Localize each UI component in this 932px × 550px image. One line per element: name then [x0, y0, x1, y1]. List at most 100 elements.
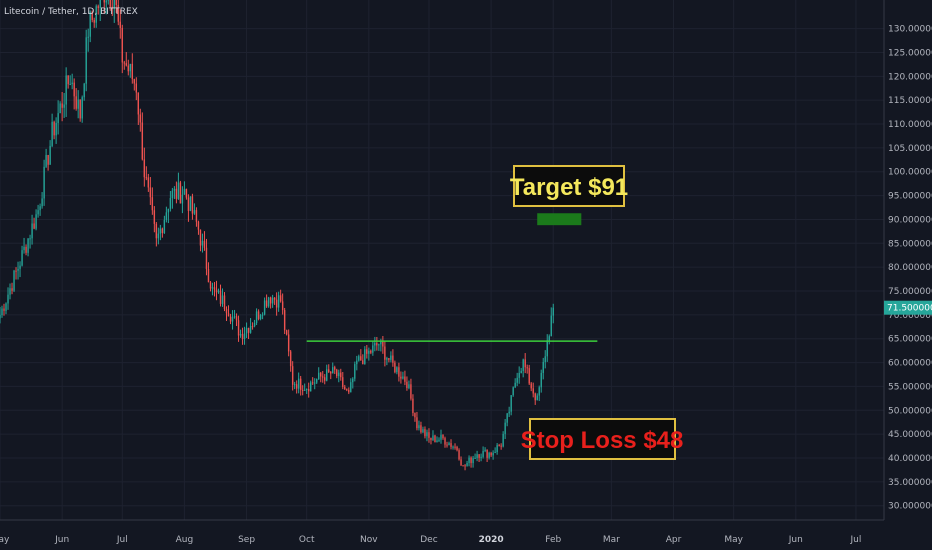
candle-body: [25, 246, 27, 253]
price-tick-label: 95.00000000: [888, 192, 932, 202]
candle-body: [432, 435, 434, 440]
candle-body: [314, 382, 316, 384]
candle-body: [201, 240, 204, 246]
candle-body: [330, 371, 332, 374]
candle-body: [500, 445, 502, 447]
candle-body: [149, 187, 152, 198]
candle-body: [111, 6, 113, 10]
candle-body: [322, 376, 324, 378]
candle-body: [121, 27, 123, 63]
candle-body: [183, 188, 186, 195]
candle-body: [195, 210, 198, 222]
candles: [0, 0, 554, 471]
candle-body: [103, 0, 105, 3]
candle-body: [540, 372, 542, 388]
time-tick-label: Jun: [54, 535, 69, 545]
candle-body: [137, 92, 140, 115]
candle-body: [464, 465, 466, 467]
candle-body: [440, 434, 442, 440]
price-tick-label: 130.00000000: [888, 25, 932, 35]
candle-body: [233, 316, 236, 318]
target-zone: [537, 213, 582, 226]
candle-body: [135, 83, 138, 93]
candle-body: [193, 210, 196, 214]
candle-body: [285, 330, 288, 335]
candle-body: [328, 369, 330, 372]
candle-body: [249, 326, 252, 333]
candle-body: [251, 326, 254, 328]
candle-body: [544, 356, 546, 363]
candle-body: [320, 372, 322, 377]
candle-body: [380, 340, 382, 345]
target-box: [513, 165, 625, 207]
price-tick-label: 110.00000000: [888, 120, 932, 130]
candle-body: [508, 411, 510, 414]
candle-body: [197, 221, 200, 230]
candle-body: [259, 315, 262, 319]
candle-body: [480, 456, 482, 458]
price-tick-label: 65.00000000: [888, 335, 932, 345]
candle-body: [318, 372, 320, 380]
candle-body: [41, 198, 43, 207]
time-tick-label: Jul: [850, 535, 862, 545]
candle-body: [139, 114, 142, 123]
candle-body: [420, 425, 422, 433]
candle-body: [360, 356, 362, 361]
candle-body: [109, 0, 111, 7]
candle-body: [181, 194, 184, 204]
candle-body: [11, 288, 13, 291]
candle-body: [143, 159, 146, 178]
candle-body: [265, 300, 268, 307]
candle-body: [73, 82, 75, 97]
candle-body: [45, 154, 47, 167]
candle-body: [275, 299, 278, 308]
time-tick-label: Feb: [545, 535, 561, 545]
candle-body: [199, 229, 202, 246]
candle-body: [145, 177, 148, 179]
candle-body: [155, 223, 158, 239]
candle-body: [279, 295, 282, 302]
candle-body: [67, 75, 69, 85]
candle-body: [488, 452, 490, 458]
candle-body: [105, 0, 107, 3]
candle-body: [442, 434, 444, 439]
last-price-tag-bg: [884, 300, 932, 315]
candle-body: [171, 190, 174, 199]
candle-body: [61, 103, 63, 108]
time-tick-label: Jun: [788, 535, 803, 545]
stop-loss-box: [529, 418, 676, 460]
time-tick-label: Sep: [238, 535, 255, 545]
candle-body: [324, 377, 326, 381]
candle-body: [384, 346, 386, 360]
candle-body: [392, 355, 394, 363]
candle-body: [49, 145, 51, 165]
price-tick-label: 75.00000000: [888, 287, 932, 297]
candle-body: [400, 376, 402, 379]
candle-body: [97, 6, 99, 8]
candle-body: [448, 443, 450, 446]
candle-body: [225, 309, 228, 314]
candle-body: [504, 422, 506, 434]
candle-body: [115, 0, 117, 5]
candle-body: [542, 362, 544, 373]
price-axis-panel[interactable]: [884, 0, 932, 550]
time-tick-label: Mar: [603, 535, 620, 545]
candle-body: [358, 356, 360, 361]
candle-body: [364, 349, 366, 364]
candle-body: [434, 435, 436, 443]
candle-body: [187, 197, 190, 211]
candle-body: [528, 368, 530, 384]
candle-body: [19, 265, 21, 269]
candle-body: [436, 440, 438, 443]
candle-body: [81, 97, 83, 119]
candle-body: [524, 359, 526, 368]
candle-body: [271, 297, 274, 304]
candle-body: [402, 376, 404, 379]
candle-body: [215, 289, 218, 293]
candle-body: [217, 290, 220, 293]
candle-body: [412, 398, 414, 414]
candle-body: [165, 212, 168, 220]
